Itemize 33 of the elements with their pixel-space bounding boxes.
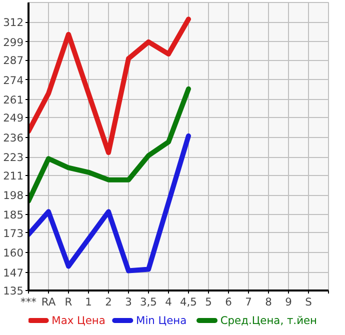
y-tick-label: 287 [3, 54, 24, 68]
x-tick-label: 5 [205, 296, 212, 308]
x-tick-label: 1 [85, 296, 92, 308]
x-tick-label: 4 [165, 296, 172, 308]
x-tick-label: S [305, 296, 312, 308]
y-tick-label: 173 [3, 226, 24, 240]
y-tick-label: 198 [3, 189, 24, 202]
x-tick-label: 8 [265, 296, 272, 308]
y-tick-label: 261 [3, 94, 24, 107]
x-tick-label: *** [20, 296, 38, 308]
x-tick-label: 6 [225, 296, 232, 308]
y-tick-label: 274 [3, 74, 24, 87]
y-tick-label: 185 [3, 208, 24, 222]
y-tick-label: 211 [3, 169, 24, 182]
x-tick-label: 3 [125, 296, 132, 308]
legend-label: Min Цена [136, 314, 187, 327]
x-tick-label: RA [41, 296, 56, 308]
x-tick-label: 4,5 [180, 296, 197, 308]
y-tick-label: 236 [3, 131, 24, 144]
x-tick-label: R [64, 296, 73, 308]
x-tick-label: 7 [245, 296, 252, 308]
y-tick-label: 249 [3, 112, 24, 125]
y-tick-label: 223 [3, 151, 24, 164]
y-tick-label: 147 [3, 266, 24, 280]
y-tick-label: 312 [3, 16, 24, 30]
y-tick-label: 299 [3, 36, 24, 49]
y-tick-label: 160 [3, 246, 24, 260]
x-tick-label: 3,5 [140, 296, 157, 308]
y-tick-label: 135 [3, 284, 24, 298]
legend-label: Max Цена [52, 314, 106, 327]
x-tick-label: 2 [105, 296, 112, 308]
legend-label: Сред.Цена, т.йен [220, 314, 318, 327]
x-tick-label: 9 [285, 296, 292, 308]
